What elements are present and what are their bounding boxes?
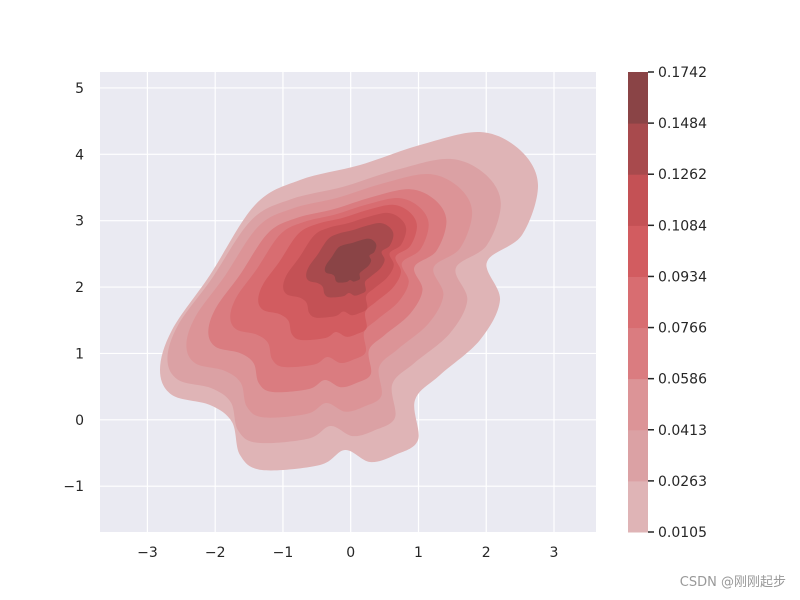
colorbar-tick-label: 0.0413 <box>658 423 707 439</box>
y-tick-label: 5 <box>75 81 84 97</box>
x-tick-label: 2 <box>482 545 491 561</box>
colorbar-tick-label: 0.1484 <box>658 116 707 132</box>
x-tick-label: −2 <box>205 545 226 561</box>
colorbar-band <box>628 378 648 431</box>
colorbar-band <box>628 174 648 226</box>
colorbar-band <box>628 429 648 482</box>
colorbar-band <box>628 72 648 124</box>
colorbar-band <box>628 225 648 277</box>
x-tick-label: −3 <box>137 545 158 561</box>
colorbar-tick-label: 0.0263 <box>658 474 707 490</box>
colorbar-tick-label: 0.1262 <box>658 167 707 183</box>
colorbar-tick-label: 0.0105 <box>658 525 707 541</box>
y-tick-label: −1 <box>63 479 84 495</box>
colorbar-band <box>628 327 648 380</box>
y-tick-label: 4 <box>75 147 84 163</box>
colorbar-tick-label: 0.1742 <box>658 65 707 81</box>
colorbar-band <box>628 123 648 175</box>
colorbar-band <box>628 480 648 533</box>
contour-level-8 <box>324 238 377 283</box>
x-tick-label: 1 <box>414 545 423 561</box>
colorbar-band <box>628 276 648 329</box>
colorbar-tick-label: 0.0934 <box>658 269 707 285</box>
colorbar-tick-label: 0.0766 <box>658 321 707 337</box>
x-tick-label: −1 <box>273 545 294 561</box>
y-tick-label: 3 <box>75 214 84 230</box>
x-tick-label: 0 <box>346 545 355 561</box>
y-tick-label: 0 <box>75 413 84 429</box>
y-tick-label: 1 <box>75 346 84 362</box>
x-tick-label: 3 <box>550 545 559 561</box>
y-tick-label: 2 <box>75 280 84 296</box>
watermark: CSDN @刚刚起步 <box>679 575 786 590</box>
colorbar-tick-label: 0.1084 <box>658 218 707 234</box>
colorbar-tick-label: 0.0586 <box>658 372 707 388</box>
